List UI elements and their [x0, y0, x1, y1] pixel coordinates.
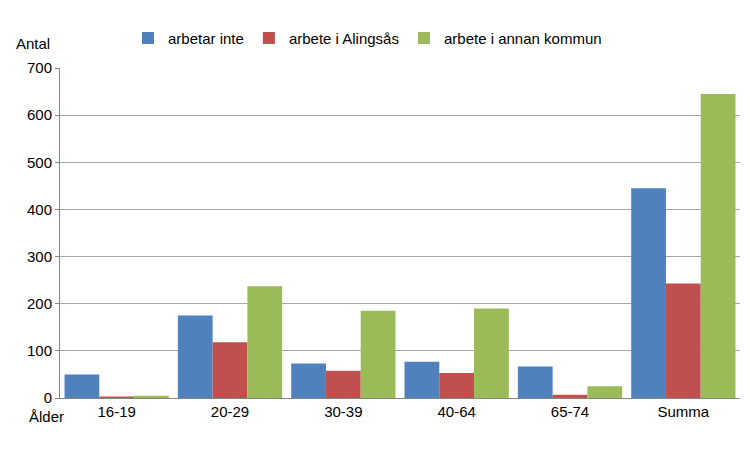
svg-text:arbetar inte: arbetar inte: [168, 30, 244, 47]
svg-text:16-19: 16-19: [97, 403, 135, 420]
svg-text:100: 100: [27, 342, 52, 359]
svg-text:600: 600: [27, 106, 52, 123]
svg-text:40-64: 40-64: [437, 403, 475, 420]
svg-text:20-29: 20-29: [211, 403, 249, 420]
svg-text:Ålder: Ålder: [29, 408, 64, 425]
svg-text:0: 0: [44, 389, 52, 406]
svg-text:500: 500: [27, 154, 52, 171]
svg-text:Antal: Antal: [16, 35, 50, 52]
svg-text:200: 200: [27, 295, 52, 312]
svg-text:700: 700: [27, 59, 52, 76]
svg-text:arbete i Alingsås: arbete i Alingsås: [289, 30, 399, 47]
svg-text:400: 400: [27, 201, 52, 218]
svg-text:65-74: 65-74: [551, 403, 589, 420]
svg-text:arbete i annan kommun: arbete i annan kommun: [444, 30, 602, 47]
svg-text:300: 300: [27, 248, 52, 265]
svg-text:30-39: 30-39: [324, 403, 362, 420]
svg-text:Summa: Summa: [657, 403, 709, 420]
